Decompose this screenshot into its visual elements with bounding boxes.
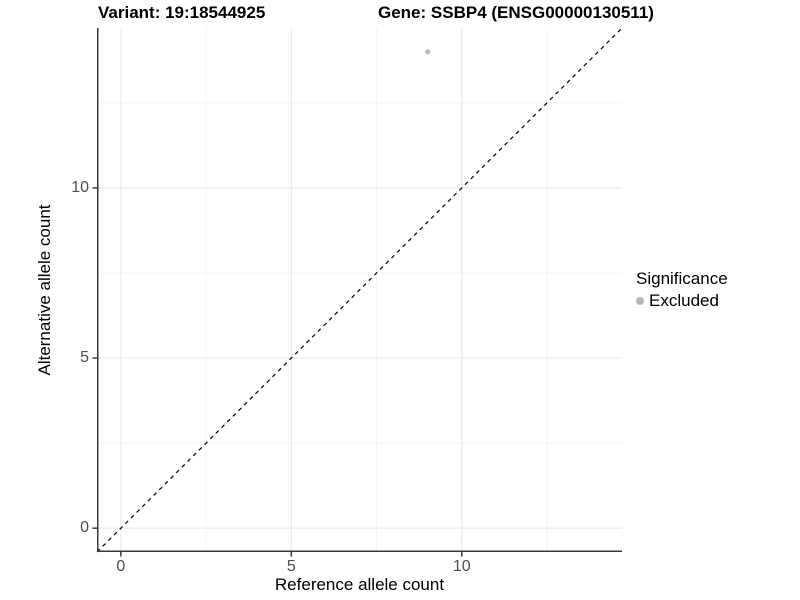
legend-point-swatch xyxy=(636,297,644,305)
plot-panel xyxy=(92,27,623,557)
y-tick-label: 0 xyxy=(80,519,89,537)
legend-item-label: Excluded xyxy=(649,291,719,310)
plot-title-gene: Gene: SSBP4 (ENSG00000130511) xyxy=(378,3,654,22)
plot-title-variant: Variant: 19:18544925 xyxy=(98,3,266,22)
x-tick-label: 0 xyxy=(116,558,126,575)
x-tick-label: 5 xyxy=(286,558,296,575)
y-tick-label: 5 xyxy=(80,349,89,367)
data-point-excluded xyxy=(425,49,431,55)
x-tick-label: 10 xyxy=(452,558,471,575)
legend-item-excluded: Excluded xyxy=(636,290,728,312)
legend-title: Significance xyxy=(636,269,728,288)
y-tick-label: 10 xyxy=(71,178,89,196)
legend: Significance Excluded xyxy=(636,268,728,312)
x-axis-title: Reference allele count xyxy=(274,575,445,594)
identity-dashed-line xyxy=(96,27,623,553)
